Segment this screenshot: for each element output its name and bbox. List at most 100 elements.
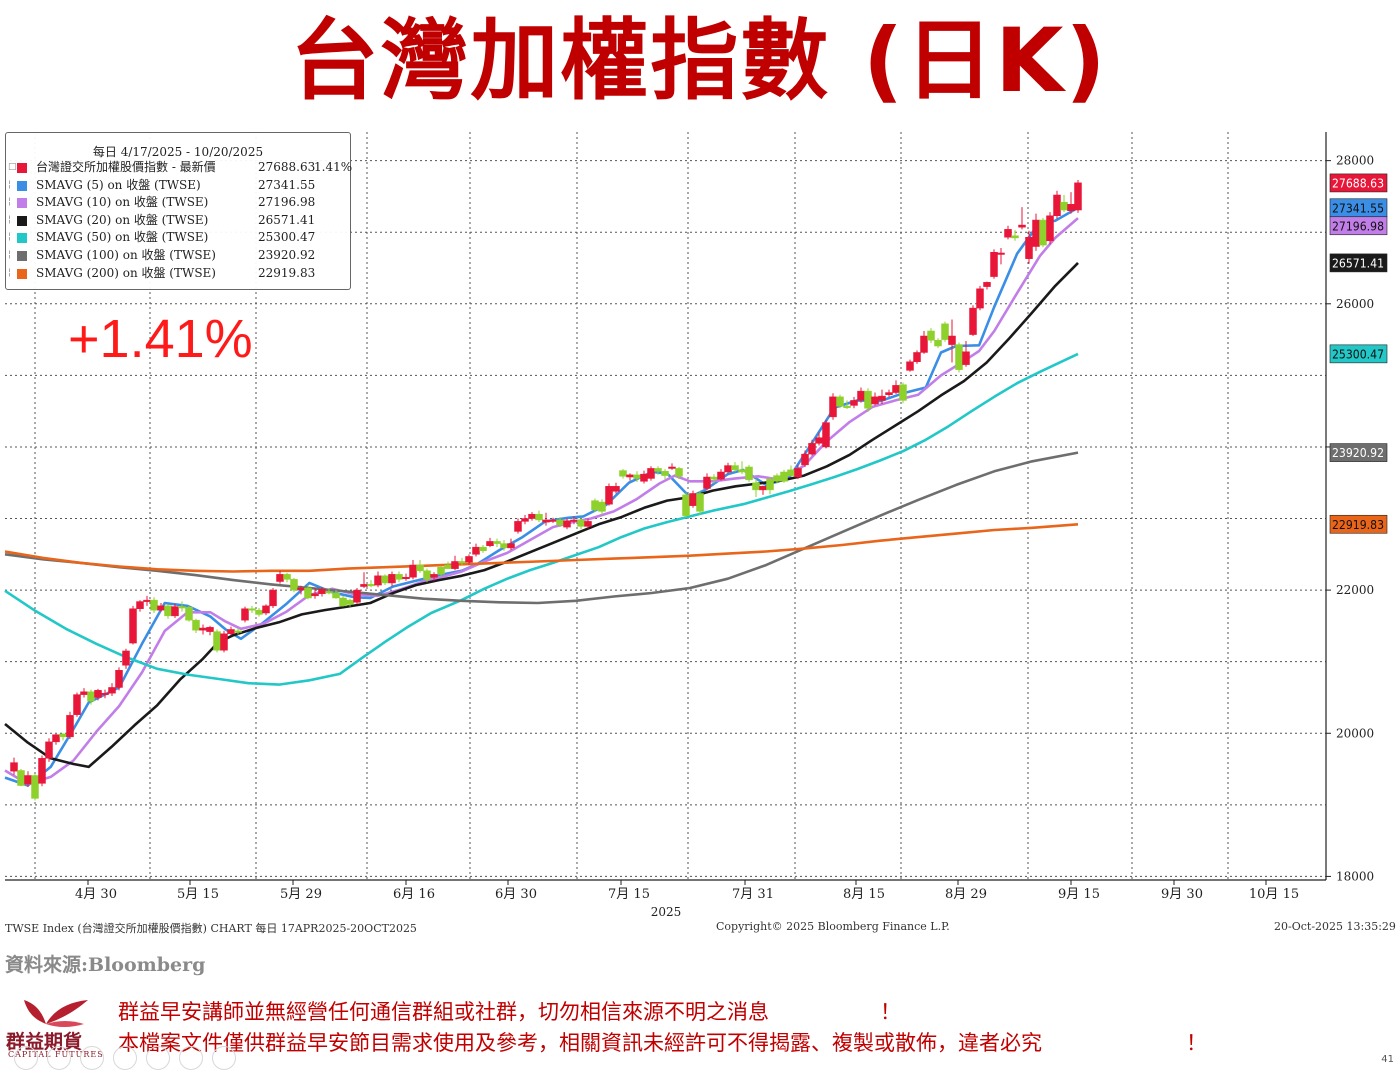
last-value-label: 22919.83 <box>1332 518 1384 532</box>
candle-body <box>332 592 340 599</box>
candle-body <box>955 344 963 370</box>
candle-body <box>178 606 186 609</box>
candle-body <box>1018 224 1026 228</box>
change-percent: +1.41% <box>68 309 253 369</box>
candle-body <box>213 631 221 651</box>
candle-body <box>710 476 718 480</box>
candle-body <box>136 601 144 609</box>
candle-body <box>66 715 74 738</box>
legend-swatch <box>17 163 27 173</box>
candle-body <box>423 570 431 580</box>
candle-body <box>437 566 445 575</box>
candle-body <box>542 519 550 523</box>
last-value-tag <box>1329 344 1388 364</box>
candle-body <box>486 541 494 546</box>
candle-body <box>458 561 466 564</box>
candle-body <box>878 395 886 401</box>
candle-body <box>906 361 914 371</box>
candle-body <box>836 396 844 407</box>
candle-body <box>850 400 858 406</box>
last-value-label: 25300.47 <box>1332 347 1384 361</box>
slide-nav-forward-button[interactable] <box>47 1046 71 1070</box>
candle-body <box>388 574 396 584</box>
x-year-label: 2025 <box>651 905 682 919</box>
candle-body <box>808 443 816 455</box>
candle-body <box>997 252 1005 255</box>
y-tick-label: 26000 <box>1336 297 1374 311</box>
candle-body <box>73 694 81 715</box>
slide-nav-view-button[interactable] <box>146 1046 170 1070</box>
last-value-label: 27196.98 <box>1332 219 1384 233</box>
legend-series-value: 27196.98 <box>258 195 316 210</box>
disclaimer-exclamation-2: ！ <box>1186 1031 1207 1055</box>
x-tick-label: 8月 15 <box>843 887 885 902</box>
last-value-label: 26571.41 <box>1332 256 1384 270</box>
slide-nav-more-button[interactable] <box>179 1046 203 1070</box>
candle-body <box>10 762 18 772</box>
y-tick-label: 28000 <box>1336 154 1374 168</box>
legend-row: ¦ SMAVG (100) on 收盤 (TWSE) 23920.92 <box>6 247 350 265</box>
legend-series-name: SMAVG (10) on 收盤 (TWSE) <box>36 195 209 210</box>
ma-line <box>4 451 1079 605</box>
legend-series-value: 26571.41 <box>258 212 316 227</box>
candle-body <box>17 770 25 786</box>
candle-body <box>52 734 60 743</box>
legend-pin-icon: ¦ <box>8 197 12 208</box>
x-tick-label: 9月 15 <box>1058 887 1100 902</box>
slide-nav-back-button[interactable] <box>14 1046 38 1070</box>
y-tick-label: 20000 <box>1336 726 1374 740</box>
disclaimer-exclamation-1: ！ <box>880 1000 901 1024</box>
footer-left: TWSE Index (台灣證交所加權股價指數) CHART 每日 17APR2… <box>5 922 417 935</box>
y-tick-label: 22000 <box>1336 583 1374 597</box>
candle-body <box>416 564 424 572</box>
candle-body <box>787 469 795 476</box>
candle-body <box>143 599 151 602</box>
candle-body <box>1060 201 1068 211</box>
candle-body <box>80 691 88 695</box>
legend-series-name: 台灣證交所加權股價指數 - 最新價 <box>36 160 216 174</box>
candle-body <box>430 574 438 578</box>
candle-body <box>318 589 326 594</box>
legend-series-name: SMAVG (20) on 收盤 (TWSE) <box>36 212 209 227</box>
candle-body <box>640 473 648 482</box>
candle-body <box>738 469 746 473</box>
candle-body <box>164 605 172 617</box>
candle-body <box>220 633 228 651</box>
data-source: 資料來源:Bloomberg <box>5 954 206 976</box>
slide-nav-zoom-button[interactable] <box>113 1046 137 1070</box>
chart-legend: 每日 4/17/2025 - 10/20/2025 □ 台灣證交所加權股價指數 -… <box>5 132 353 290</box>
legend-swatch <box>17 198 27 209</box>
legend-pin-icon: □ <box>8 162 17 172</box>
candle-body <box>927 330 935 341</box>
candle-body <box>507 543 515 549</box>
legend-row: ¦ SMAVG (5) on 收盤 (TWSE) 27341.55 <box>6 177 350 195</box>
candle-body <box>717 471 725 480</box>
ma-line <box>4 217 1079 786</box>
legend-series-value: 27341.55 <box>258 177 316 192</box>
candle-body <box>773 475 781 482</box>
candle-body <box>962 351 970 365</box>
candle-body <box>528 513 536 519</box>
candle-body <box>45 741 53 759</box>
candle-body <box>521 518 529 522</box>
legend-series-change: 1.41% <box>314 160 353 174</box>
candle-body <box>934 340 942 347</box>
candle-body <box>472 546 480 555</box>
x-tick-label: 5月 29 <box>280 887 322 902</box>
slide-nav-pen-button[interactable] <box>80 1046 104 1070</box>
candle-body <box>815 437 823 444</box>
candle-body <box>297 587 305 591</box>
ma-line <box>4 523 1079 573</box>
candle-body <box>108 687 116 694</box>
candle-body <box>983 282 991 287</box>
candle-body <box>24 775 32 785</box>
candle-body <box>227 629 235 635</box>
candle-body <box>1004 229 1012 238</box>
last-value-tag <box>1329 216 1388 236</box>
legend-row: □ 台灣證交所加權股價指數 - 最新價 27688.63 1.41% <box>6 159 353 177</box>
candle-body <box>122 650 130 666</box>
candle-body <box>38 758 46 784</box>
legend-pin-icon: ¦ <box>8 179 12 190</box>
candle-body <box>409 564 417 578</box>
slide-nav-extra-button[interactable] <box>212 1046 236 1070</box>
